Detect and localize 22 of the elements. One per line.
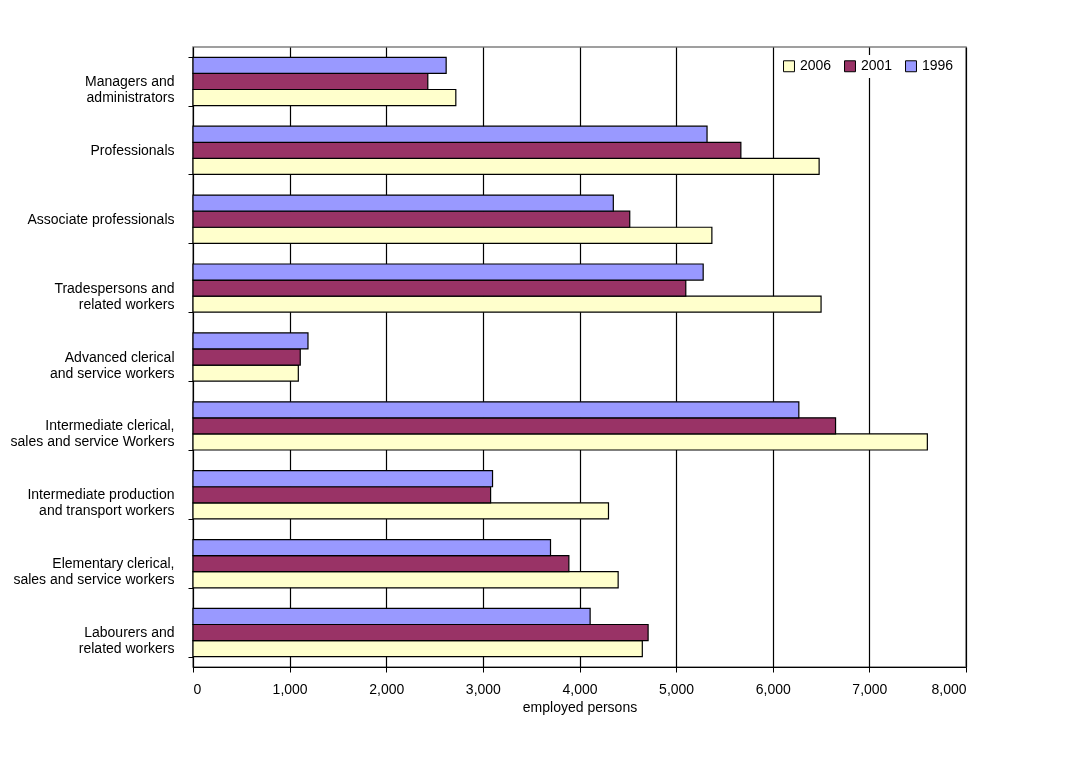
y-tick-label: Associate professionals <box>27 210 175 227</box>
y-tick-label: Intermediate clerical, sales and service Workers <box>10 417 175 450</box>
y-tick-label: Intermediate production and transport workers <box>27 486 175 519</box>
x-tick-label: 3,000 <box>465 680 502 697</box>
y-tick-label: Professionals <box>90 141 175 158</box>
legend-label: 2006 <box>800 57 832 74</box>
x-tick-label: 6,000 <box>755 680 791 697</box>
x-tick-label: 2,000 <box>369 680 405 697</box>
legend-label: 1996 <box>922 57 954 74</box>
legend-label: 2001 <box>861 57 893 74</box>
x-tick-label: 8,000 <box>931 680 967 697</box>
x-tick-label: 1,000 <box>272 680 308 697</box>
y-tick-label: Tradespersons and related workers <box>54 279 175 312</box>
x-tick-label: 7,000 <box>852 680 888 697</box>
y-tick-label: Managers and administrators <box>84 72 175 105</box>
x-tick-label: 5,000 <box>659 680 695 697</box>
x-axis-title: employed persons <box>522 698 638 715</box>
y-tick-label: Advanced clerical and service workers <box>50 348 175 381</box>
y-tick-label: Labourers and related workers <box>78 624 175 657</box>
x-tick-label: 0 <box>193 680 202 697</box>
x-tick-label: 4,000 <box>562 680 598 697</box>
y-tick-label: Elementary clerical, sales and service workers <box>13 555 175 588</box>
